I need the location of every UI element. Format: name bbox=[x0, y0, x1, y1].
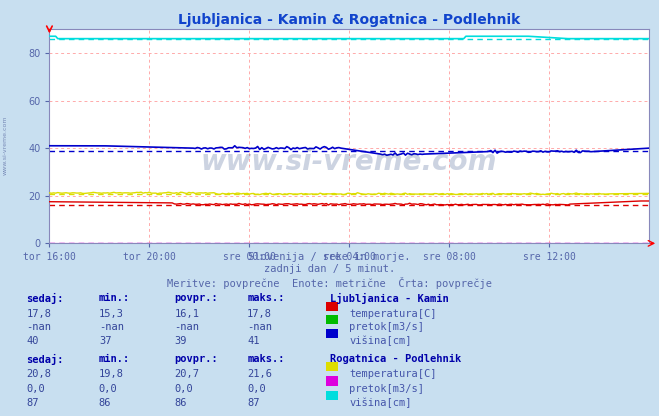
Text: povpr.:: povpr.: bbox=[175, 354, 218, 364]
Text: 39: 39 bbox=[175, 336, 187, 346]
Text: temperatura[C]: temperatura[C] bbox=[349, 369, 437, 379]
Text: Ljubljanica - Kamin: Ljubljanica - Kamin bbox=[330, 293, 448, 305]
Text: min.:: min.: bbox=[99, 354, 130, 364]
Text: sedaj:: sedaj: bbox=[26, 354, 64, 366]
Text: 87: 87 bbox=[247, 398, 260, 408]
Text: pretok[m3/s]: pretok[m3/s] bbox=[349, 384, 424, 394]
Text: 19,8: 19,8 bbox=[99, 369, 124, 379]
Text: sedaj:: sedaj: bbox=[26, 293, 64, 305]
Text: 41: 41 bbox=[247, 336, 260, 346]
Text: -nan: -nan bbox=[26, 322, 51, 332]
Text: 17,8: 17,8 bbox=[26, 309, 51, 319]
Text: www.si-vreme.com: www.si-vreme.com bbox=[201, 148, 498, 176]
Text: pretok[m3/s]: pretok[m3/s] bbox=[349, 322, 424, 332]
Text: 20,8: 20,8 bbox=[26, 369, 51, 379]
Text: www.si-vreme.com: www.si-vreme.com bbox=[3, 116, 8, 176]
Text: Rogatnica - Podlehnik: Rogatnica - Podlehnik bbox=[330, 354, 461, 364]
Text: 37: 37 bbox=[99, 336, 111, 346]
Text: -nan: -nan bbox=[99, 322, 124, 332]
Text: višina[cm]: višina[cm] bbox=[349, 398, 412, 408]
Text: zadnji dan / 5 minut.: zadnji dan / 5 minut. bbox=[264, 264, 395, 274]
Text: 86: 86 bbox=[99, 398, 111, 408]
Text: 0,0: 0,0 bbox=[175, 384, 193, 394]
Text: 87: 87 bbox=[26, 398, 39, 408]
Text: 20,7: 20,7 bbox=[175, 369, 200, 379]
Text: 0,0: 0,0 bbox=[26, 384, 45, 394]
Text: 21,6: 21,6 bbox=[247, 369, 272, 379]
Title: Ljubljanica - Kamin & Rogatnica - Podlehnik: Ljubljanica - Kamin & Rogatnica - Podleh… bbox=[178, 12, 521, 27]
Text: min.:: min.: bbox=[99, 293, 130, 303]
Text: Meritve: povprečne  Enote: metrične  Črta: povprečje: Meritve: povprečne Enote: metrične Črta:… bbox=[167, 277, 492, 289]
Text: -nan: -nan bbox=[175, 322, 200, 332]
Text: 15,3: 15,3 bbox=[99, 309, 124, 319]
Text: 0,0: 0,0 bbox=[247, 384, 266, 394]
Text: -nan: -nan bbox=[247, 322, 272, 332]
Text: maks.:: maks.: bbox=[247, 354, 285, 364]
Text: temperatura[C]: temperatura[C] bbox=[349, 309, 437, 319]
Text: višina[cm]: višina[cm] bbox=[349, 336, 412, 347]
Text: 0,0: 0,0 bbox=[99, 384, 117, 394]
Text: 17,8: 17,8 bbox=[247, 309, 272, 319]
Text: povpr.:: povpr.: bbox=[175, 293, 218, 303]
Text: maks.:: maks.: bbox=[247, 293, 285, 303]
Text: 40: 40 bbox=[26, 336, 39, 346]
Text: 16,1: 16,1 bbox=[175, 309, 200, 319]
Text: Slovenija / reke in morje.: Slovenija / reke in morje. bbox=[248, 252, 411, 262]
Text: 86: 86 bbox=[175, 398, 187, 408]
